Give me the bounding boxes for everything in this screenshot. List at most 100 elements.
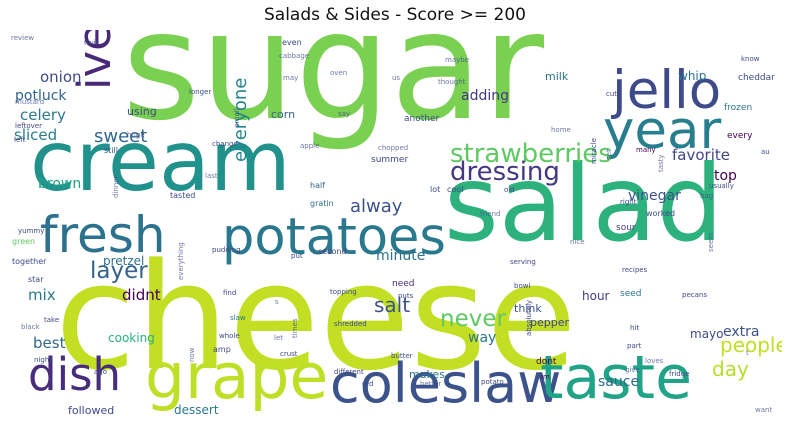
word-absolutely: absolutely bbox=[525, 300, 533, 336]
word-dont: dont bbox=[536, 357, 557, 367]
word-may: may bbox=[283, 74, 298, 82]
word-say: say bbox=[338, 110, 350, 118]
word-butter: butter bbox=[391, 352, 413, 360]
word-chopped: chopped bbox=[378, 144, 408, 152]
word-potato: potato bbox=[481, 378, 504, 386]
word-everything: everything bbox=[177, 242, 185, 280]
word-salad: salad bbox=[444, 143, 723, 265]
word-amp: amp bbox=[213, 345, 231, 354]
word-gratin: gratin bbox=[310, 199, 334, 208]
word-miracle: miracle bbox=[590, 138, 598, 164]
word-green: green bbox=[12, 237, 35, 246]
word-top: top bbox=[714, 168, 737, 184]
word-night: night bbox=[34, 356, 52, 364]
word-small: small bbox=[233, 108, 241, 127]
word-people: people bbox=[720, 333, 782, 357]
word-ive: ive bbox=[68, 30, 121, 90]
word-jello: jello bbox=[611, 60, 721, 121]
word-au: au bbox=[761, 148, 770, 156]
word-mustard: mustard bbox=[15, 98, 44, 106]
word-im: im bbox=[541, 373, 550, 381]
word-pudding: pudding bbox=[212, 246, 241, 254]
word-half: half bbox=[310, 181, 325, 190]
word-sugar: sugar bbox=[122, 30, 544, 154]
word-oven: oven bbox=[330, 69, 347, 77]
word-mayo: mayo bbox=[690, 327, 724, 341]
word-sour: sour bbox=[616, 223, 636, 233]
word-many: many bbox=[636, 146, 656, 154]
word-dish: dish bbox=[28, 348, 121, 401]
word-us: us bbox=[392, 74, 400, 82]
word-adding: adding bbox=[461, 88, 509, 104]
word-loves: loves bbox=[645, 357, 664, 365]
word-hit: hit bbox=[630, 324, 639, 332]
word-huge: huge bbox=[127, 131, 145, 139]
word-s: s bbox=[275, 298, 279, 306]
word-mix: mix bbox=[28, 286, 56, 304]
word-corn: corn bbox=[271, 108, 295, 121]
word-cooking: cooking bbox=[108, 331, 155, 345]
word-day: day bbox=[712, 357, 749, 381]
word-year: year bbox=[603, 100, 721, 161]
word-dessert: dessert bbox=[174, 403, 219, 417]
word-leftover: leftover bbox=[15, 122, 42, 130]
word-layer: layer bbox=[90, 258, 148, 284]
word-frozen: frozen bbox=[724, 103, 752, 113]
word-seed: seed bbox=[620, 289, 641, 299]
word-left: left bbox=[14, 136, 26, 144]
word-slaw: slaw bbox=[230, 314, 246, 322]
word-cabbage: cabbage bbox=[279, 52, 309, 60]
word-last: last bbox=[205, 172, 218, 180]
word-star: star bbox=[28, 275, 44, 284]
word-ago: ago bbox=[94, 368, 107, 376]
word-apple: apple bbox=[300, 142, 319, 150]
word-usually: usually bbox=[709, 182, 734, 190]
word-potatoes: potatoes bbox=[222, 208, 446, 267]
word-cream: cream bbox=[30, 113, 291, 210]
word-taste: taste bbox=[540, 343, 692, 413]
word-way: way bbox=[468, 330, 496, 346]
word-pepper: pepper bbox=[530, 316, 569, 329]
word-think: think bbox=[514, 302, 542, 315]
word-serving: serving bbox=[510, 258, 536, 266]
word-fruit: fruit bbox=[84, 39, 99, 47]
word-summer: summer bbox=[371, 155, 408, 165]
word-now: now bbox=[188, 347, 196, 362]
word-friend: friend bbox=[480, 210, 500, 218]
word-brown: brown bbox=[38, 176, 81, 192]
word-part: part bbox=[627, 342, 642, 350]
word-whole: whole bbox=[219, 332, 240, 340]
word-maybe: maybe bbox=[445, 56, 469, 64]
word-hour: hour bbox=[582, 289, 610, 303]
word-onion: onion bbox=[40, 68, 82, 86]
word-put: put bbox=[291, 252, 303, 260]
word-pecans: pecans bbox=[682, 291, 707, 299]
word-yummy: yummy bbox=[18, 227, 44, 235]
word-another: another bbox=[404, 114, 439, 124]
word-strawberries: strawberries bbox=[450, 139, 612, 169]
word-cool: cool bbox=[447, 185, 463, 194]
word-sauce: sauce bbox=[598, 374, 639, 390]
word-followed: followed bbox=[68, 404, 114, 417]
word-find: find bbox=[223, 289, 236, 297]
word-topping: topping bbox=[330, 288, 357, 296]
word-favorite: favorite bbox=[672, 146, 730, 164]
word-need: need bbox=[392, 279, 415, 289]
word-times: times bbox=[291, 318, 299, 338]
word-every: every bbox=[727, 131, 753, 141]
word-cheddar: cheddar bbox=[738, 73, 775, 83]
word-sweet: sweet bbox=[94, 126, 147, 147]
word-salt: salt bbox=[374, 293, 410, 317]
word-different: different bbox=[334, 368, 364, 376]
word-thought: thought bbox=[438, 78, 466, 86]
word-dressing: dressing bbox=[450, 157, 560, 187]
word-best: best bbox=[33, 334, 66, 352]
word-t: t bbox=[746, 349, 749, 357]
word-tasted: tasted bbox=[170, 191, 195, 200]
word-change: change bbox=[212, 140, 238, 148]
word-review: review bbox=[11, 34, 34, 42]
word-still: still bbox=[104, 146, 118, 155]
word-right: right bbox=[620, 198, 637, 206]
word-milk: milk bbox=[545, 70, 569, 83]
